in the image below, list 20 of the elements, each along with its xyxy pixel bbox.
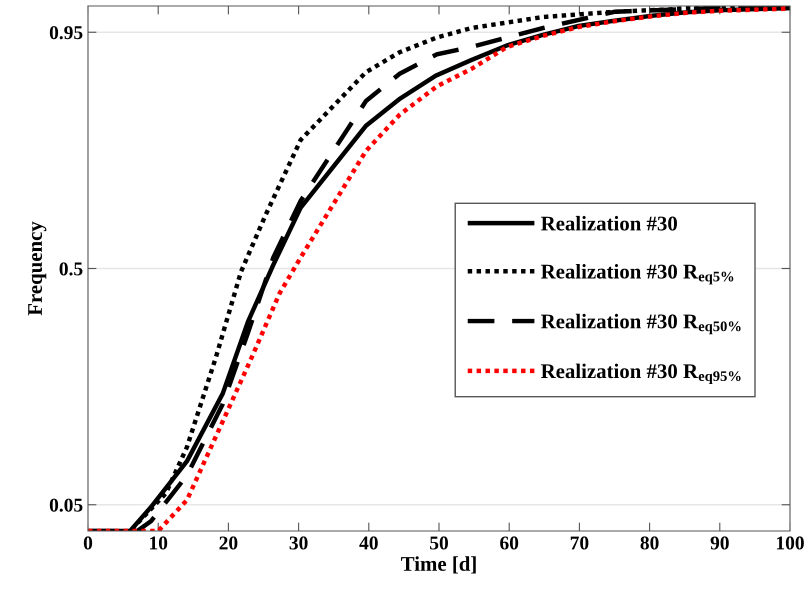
x-tick-label: 90 [710, 536, 729, 550]
x-tick-label: 0 [84, 536, 92, 550]
legend-label: Realization #30 [540, 216, 677, 231]
x-tick-label: 100 [776, 536, 804, 550]
y-tick-label: 0.05 [50, 498, 82, 512]
x-tick-label: 40 [359, 536, 378, 550]
x-tick-label: 60 [500, 536, 518, 550]
legend-label: Realization #30 R$_{eq5%}$ [540, 264, 734, 284]
y-tick-label: 0.95 [50, 26, 82, 40]
x-tick-label: 50 [430, 536, 448, 550]
y-axis-title: Frequency [28, 221, 46, 316]
x-tick-label: 30 [290, 536, 308, 550]
x-axis-title: Time [d] [401, 556, 476, 574]
x-tick-label: 20 [219, 536, 238, 550]
x-tick-label: 10 [150, 536, 168, 550]
x-tick-label: 70 [570, 536, 588, 550]
x-tick-label: 80 [640, 536, 659, 550]
legend-label: Realization #30 R$_{eq50%}$ [540, 314, 741, 334]
y-tick-label: 0.5 [60, 262, 82, 276]
legend-label: Realization #30 R$_{eq95%}$ [540, 364, 741, 384]
